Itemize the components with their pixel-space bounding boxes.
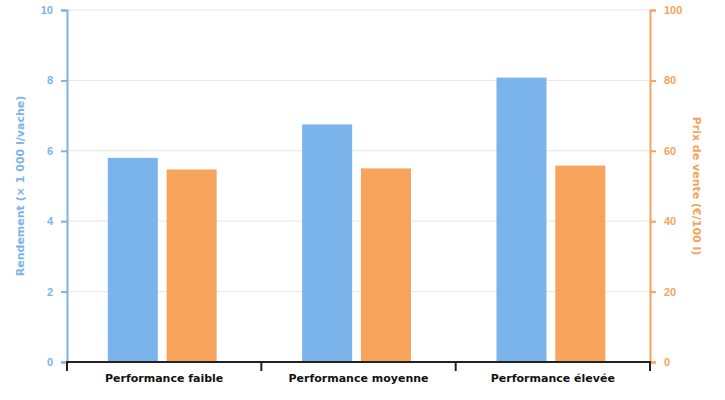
y2-axis-title: Prix de vente (€/100 l): [690, 117, 703, 256]
tick-mark: [61, 291, 67, 293]
tick-label: 100: [664, 4, 682, 16]
category-separator: [455, 362, 457, 371]
tick: 8: [47, 74, 67, 86]
tick: 20: [650, 286, 676, 298]
tick: 40: [650, 215, 676, 227]
tick-mark: [650, 291, 656, 293]
bar: [302, 124, 352, 362]
axis-line: [61, 11, 68, 363]
tick-mark: [61, 10, 67, 12]
tick-label: 60: [664, 145, 676, 157]
category-separator: [260, 362, 262, 371]
bar: [167, 169, 217, 362]
y2-axis: 0 20 40 60 80 100: [650, 4, 682, 368]
tick-label: Performance élevée: [491, 372, 615, 385]
bar: [361, 168, 411, 362]
chart: 0246810020406080100Performance faiblePer…: [0, 0, 725, 400]
tick-label: 10: [41, 4, 53, 16]
tick-label: 8: [47, 74, 53, 86]
tick: 80: [650, 74, 676, 86]
grid-line: [67, 362, 650, 363]
tick-label: 80: [664, 74, 676, 86]
category-separator: [649, 362, 651, 371]
axis-line: [651, 11, 657, 363]
tick: 10: [41, 4, 67, 16]
tick: 0: [47, 356, 67, 368]
series: [108, 78, 547, 362]
tick: 60: [650, 145, 676, 157]
tick-mark: [61, 221, 67, 223]
grid-line: [67, 80, 650, 81]
tick-label: 0: [47, 356, 53, 368]
tick-mark: [650, 80, 656, 82]
grid: [67, 10, 650, 362]
tick-label: 6: [47, 145, 53, 157]
bars: [108, 78, 605, 362]
tick-label: Performance faible: [105, 372, 223, 385]
tick-label: 40: [664, 215, 676, 227]
bar: [108, 158, 158, 362]
tick-mark: [650, 10, 656, 12]
tick-mark: [61, 80, 67, 82]
bar: [555, 166, 605, 362]
series: [167, 166, 606, 362]
tick: 0: [650, 356, 670, 368]
tick-label: 4: [47, 215, 54, 227]
tick: 100: [650, 4, 682, 16]
tick: 6: [47, 145, 67, 157]
grid-line: [67, 10, 650, 11]
tick-mark: [61, 150, 67, 152]
tick: 4: [47, 215, 67, 227]
tick: 2: [47, 286, 67, 298]
axis-line: [66, 361, 651, 363]
tick-label: 2: [47, 286, 53, 298]
y-axis-title: Rendement (× 1 000 l/vache): [14, 96, 27, 277]
grid-line: [67, 150, 650, 151]
tick-mark: [650, 150, 656, 152]
tick-label: Performance moyenne: [288, 372, 428, 385]
category-separator: [66, 362, 68, 371]
x-axis: Performance faible Performance moyenne Per…: [66, 362, 651, 385]
y-axis: 0 2 4 6 8 10: [41, 4, 68, 368]
tick-label: 20: [664, 286, 676, 298]
bar: [496, 78, 546, 362]
tick-mark: [650, 221, 656, 223]
tick-label: 0: [664, 356, 670, 368]
